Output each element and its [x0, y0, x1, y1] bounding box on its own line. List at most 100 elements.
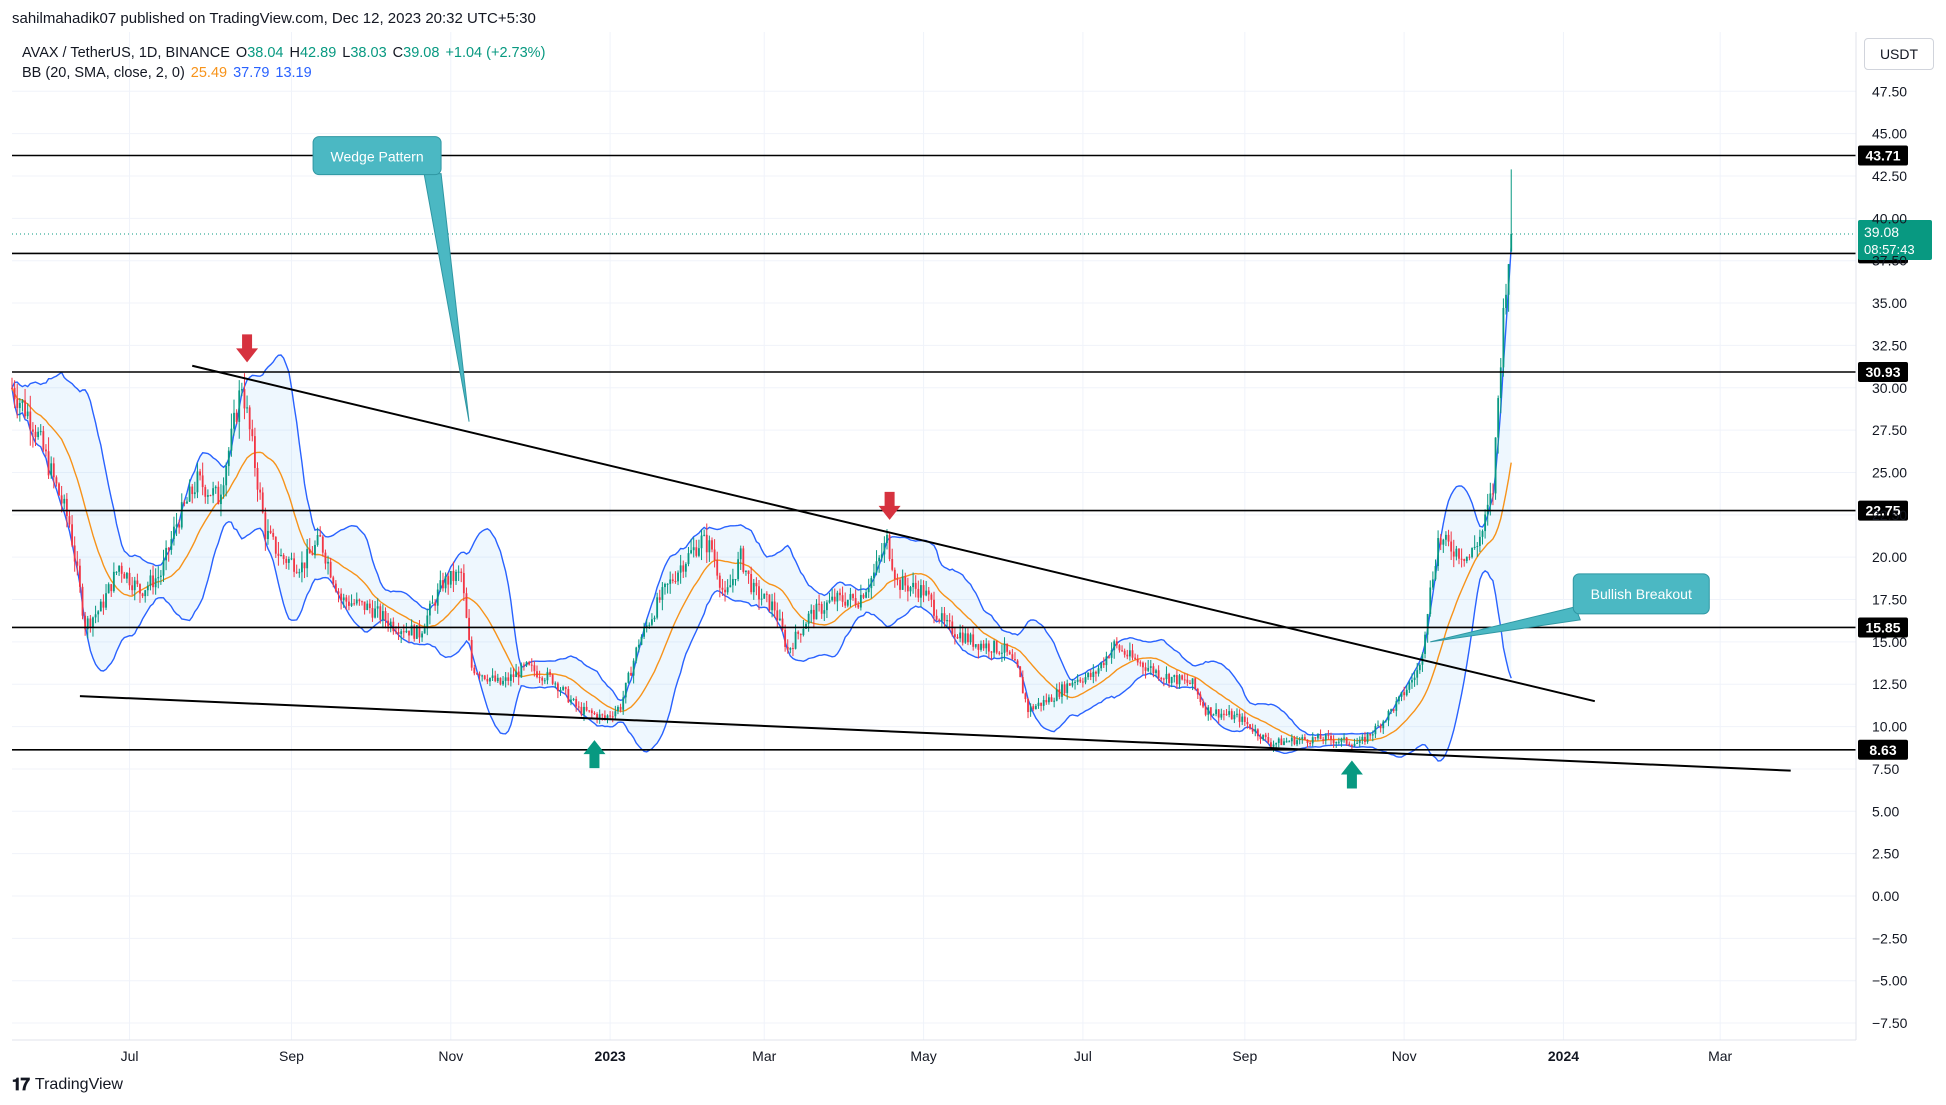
- candle-body: [465, 593, 468, 618]
- candle-body: [674, 581, 677, 583]
- bb-upper-line: [11, 247, 1512, 737]
- level-label: 8.63: [1869, 742, 1896, 758]
- candle-body: [107, 584, 110, 594]
- candle-body: [285, 558, 288, 563]
- candle-body: [865, 592, 868, 598]
- candle-body: [491, 675, 494, 678]
- candle-body: [507, 677, 510, 681]
- candle-body: [1189, 682, 1191, 685]
- candle-body: [193, 492, 196, 495]
- candle-body: [165, 547, 168, 561]
- indicator-legend[interactable]: BB (20, SMA, close, 2, 0) 25.49 37.79 13.19: [22, 65, 318, 81]
- candle-body: [734, 579, 737, 581]
- bb-upper-value: 37.79: [233, 65, 270, 81]
- candle-body: [188, 486, 191, 502]
- candle-body: [1510, 233, 1513, 252]
- candle-body: [839, 592, 841, 596]
- candle-body: [836, 592, 839, 602]
- candle-body: [1087, 672, 1090, 678]
- candle-body: [13, 388, 16, 400]
- candle-body: [815, 603, 818, 620]
- candle-body: [666, 583, 669, 585]
- bb-label: BB (20, SMA, close, 2, 0): [22, 65, 185, 81]
- candle-body: [1095, 671, 1097, 674]
- candle-body: [342, 597, 345, 601]
- candle-body: [671, 579, 674, 582]
- candle-body: [476, 673, 478, 675]
- candle-body: [178, 524, 181, 528]
- candle-body: [528, 661, 531, 665]
- candle-body: [1317, 734, 1319, 739]
- candle-body: [695, 547, 698, 556]
- candle-body: [1081, 681, 1084, 683]
- candle-body: [1327, 734, 1330, 736]
- candle-body: [402, 631, 405, 633]
- candle-body: [893, 569, 896, 580]
- candle-body: [577, 706, 580, 708]
- candle-body: [635, 647, 638, 661]
- candle-body: [956, 636, 959, 639]
- candle-body: [1463, 559, 1466, 562]
- candle-body: [71, 524, 73, 546]
- candle-body: [807, 613, 810, 624]
- candle-body: [1458, 548, 1460, 559]
- wedge-callout-label: Wedge Pattern: [331, 149, 424, 165]
- candle-body: [139, 584, 141, 594]
- axes: −7.50 −5.00 −2.50 0.00 2.50 5.00 7.50 10.00 12.5…: [12, 32, 1908, 1064]
- level-label: 30.93: [1865, 364, 1900, 380]
- candle-body: [246, 407, 248, 409]
- candle-body: [1123, 650, 1126, 655]
- candle-body: [337, 591, 340, 594]
- candle-body: [862, 594, 865, 598]
- candle-body: [222, 485, 225, 495]
- candle-body: [397, 631, 400, 635]
- candle-body: [1071, 682, 1074, 686]
- candle-body: [562, 687, 565, 690]
- candle-body: [1256, 729, 1259, 737]
- candle-body: [1121, 650, 1123, 652]
- candle-body: [583, 706, 585, 715]
- candle-body: [802, 628, 805, 636]
- candle-body: [1418, 664, 1421, 671]
- candle-body: [1144, 667, 1147, 671]
- candles: [11, 169, 1513, 752]
- candle-body: [632, 660, 635, 676]
- sell-arrow-icon: [236, 334, 259, 363]
- candle-body: [1426, 614, 1429, 635]
- candle-body: [1217, 709, 1220, 718]
- candle-body: [726, 587, 729, 593]
- candle-body: [1377, 725, 1379, 727]
- candle-body: [301, 562, 303, 573]
- candle-body: [901, 576, 904, 590]
- candle-body: [162, 560, 165, 576]
- candle-body: [925, 590, 928, 596]
- candle-body: [658, 597, 661, 600]
- candle-body: [609, 715, 612, 717]
- candle-body: [606, 715, 609, 719]
- candle-body: [1424, 634, 1426, 654]
- candle-body: [985, 643, 988, 649]
- candle-body: [293, 558, 295, 572]
- x-tick-label: Mar: [1708, 1048, 1732, 1064]
- candle-body: [418, 625, 421, 638]
- candle-body: [512, 674, 515, 678]
- candle-body: [760, 598, 763, 600]
- candle-body: [661, 587, 664, 600]
- candle-body: [1048, 697, 1050, 703]
- candle-body: [852, 594, 854, 599]
- candle-body: [227, 450, 230, 467]
- high-value: 42.89: [299, 45, 337, 61]
- candle-body: [238, 390, 241, 422]
- candle-body: [496, 677, 499, 682]
- candle-body: [1037, 702, 1040, 706]
- candle-body: [643, 627, 645, 637]
- candle-body: [684, 564, 687, 572]
- candle-body: [1505, 294, 1507, 308]
- candle-body: [240, 389, 243, 391]
- tradingview-logo[interactable]: 𝟏𝟕 TradingView: [12, 1075, 123, 1095]
- candle-body: [1194, 678, 1197, 689]
- candle-body: [1439, 538, 1442, 545]
- publisher-line: sahilmahadik07 published on TradingView.…: [12, 10, 536, 27]
- currency-button[interactable]: USDT: [1864, 38, 1934, 70]
